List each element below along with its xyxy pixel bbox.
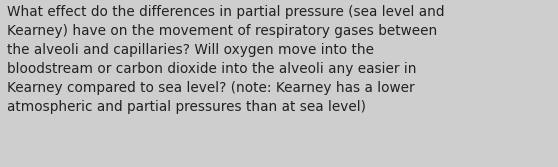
Text: What effect do the differences in partial pressure (sea level and
Kearney) have : What effect do the differences in partia… <box>7 5 444 114</box>
